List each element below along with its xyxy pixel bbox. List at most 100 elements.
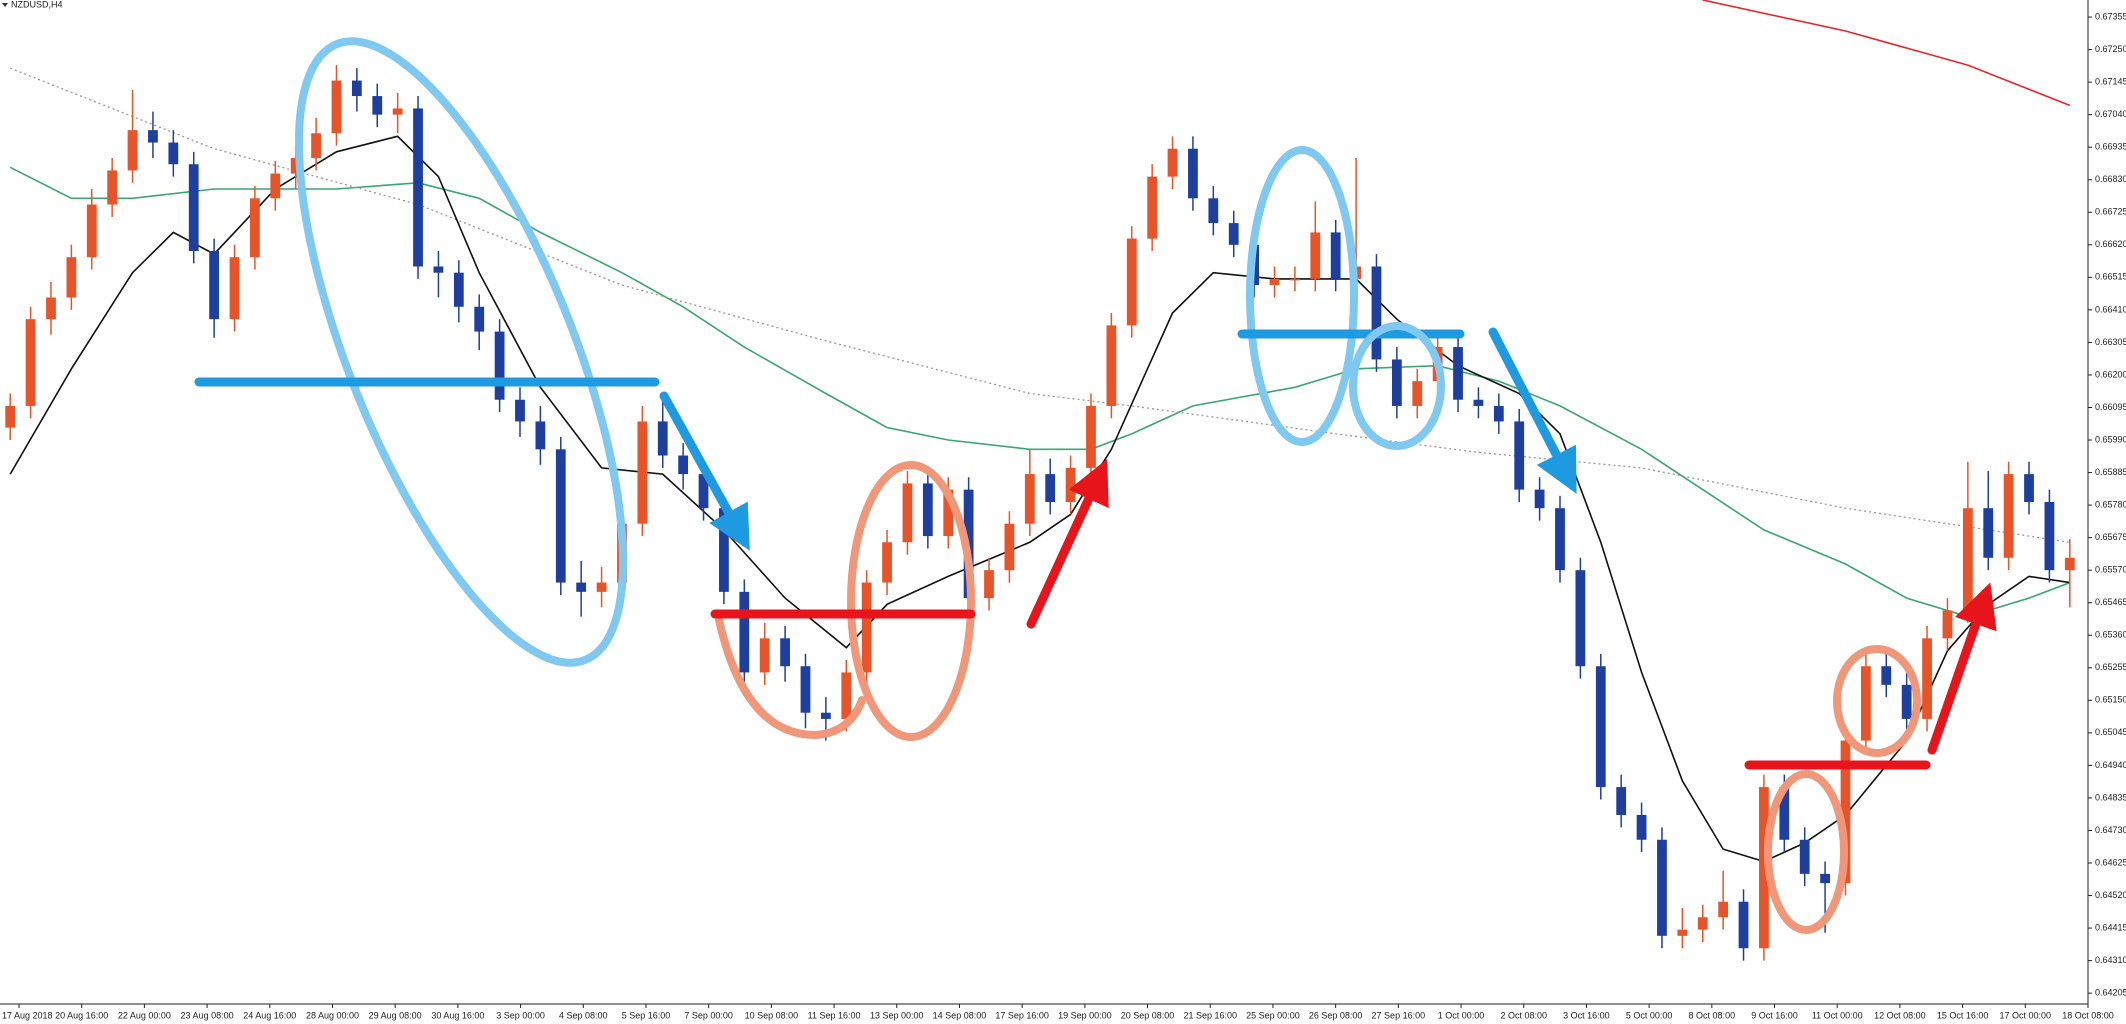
y-tick-label: 0.65675	[2095, 532, 2126, 542]
y-tick-label: 0.64310	[2095, 955, 2126, 965]
x-tick-label: 30 Aug 16:00	[431, 1010, 484, 1020]
candle-body	[311, 133, 321, 159]
x-tick-label: 17 Oct 00:00	[2000, 1010, 2052, 1020]
y-tick-label: 0.66095	[2095, 402, 2126, 412]
candle-body	[494, 331, 505, 400]
candle-body	[780, 638, 790, 667]
candle-body	[1677, 929, 1688, 936]
candle-body	[1024, 474, 1035, 524]
candle-body	[1555, 508, 1565, 571]
x-tick-label: 4 Sep 08:00	[559, 1010, 608, 1020]
pattern-ellipse	[1764, 770, 1848, 934]
candle-body	[596, 582, 607, 592]
candle-body	[2003, 474, 2014, 558]
candle-body	[1575, 570, 1586, 667]
x-tick-label: 18 Oct 08:00	[2062, 1010, 2114, 1020]
candle-body	[2024, 474, 2034, 502]
candle-body	[1086, 405, 1096, 468]
candle-body	[1269, 278, 1280, 286]
candle-body	[882, 542, 892, 583]
pattern-ellipse	[1349, 322, 1445, 450]
y-tick-label: 0.64940	[2095, 760, 2126, 770]
candle-body	[1065, 467, 1076, 502]
y-tick-label: 0.65045	[2095, 727, 2126, 737]
indicator-line	[9, 135, 2070, 863]
candle-body	[474, 306, 485, 332]
candle-body	[1759, 787, 1769, 949]
candle-body	[719, 508, 729, 592]
candle-body	[5, 405, 16, 428]
x-tick-label: 17 Sep 16:00	[995, 1010, 1049, 1020]
candle-body	[392, 108, 403, 115]
candle-body	[657, 421, 668, 456]
candle-body	[1820, 873, 1830, 884]
x-tick-label: 19 Sep 00:00	[1058, 1010, 1112, 1020]
y-tick-label: 0.65360	[2095, 630, 2126, 640]
x-tick-label: 29 Aug 08:00	[369, 1010, 422, 1020]
y-tick-label: 0.67145	[2095, 76, 2126, 86]
candle-body	[25, 319, 36, 406]
candle-body	[1697, 917, 1708, 930]
candle-body	[1534, 489, 1545, 509]
candle-body	[1799, 839, 1810, 874]
candle-body	[1983, 508, 1994, 558]
candle-body	[1330, 232, 1341, 279]
candle-body	[902, 483, 913, 543]
x-tick-label: 22 Aug 00:00	[118, 1010, 171, 1020]
candle-body	[250, 198, 260, 258]
candle-body	[229, 257, 240, 320]
candle-body	[1310, 232, 1321, 279]
y-tick-label: 0.65990	[2095, 434, 2126, 444]
candle-body	[1004, 523, 1015, 571]
y-tick-label: 0.64625	[2095, 857, 2126, 867]
x-tick-label: 13 Sep 00:00	[870, 1010, 924, 1020]
candle-body	[841, 672, 852, 719]
candle-body	[1942, 610, 1953, 639]
x-tick-label: 3 Sep 00:00	[496, 1010, 545, 1020]
annotations	[194, 37, 1997, 934]
candle-body	[576, 582, 587, 592]
candle-body	[148, 130, 158, 143]
candle-body	[1657, 839, 1667, 936]
candle-body	[1840, 740, 1851, 884]
candle-body	[413, 108, 423, 267]
y-tick-label: 0.66620	[2095, 239, 2126, 249]
candle-body	[331, 80, 342, 134]
x-tick-label: 24 Aug 16:00	[243, 1010, 296, 1020]
candle-body	[1208, 198, 1219, 224]
x-tick-label: 5 Sep 16:00	[622, 1010, 671, 1020]
y-tick-label: 0.64205	[2095, 988, 2126, 998]
y-tick-label: 0.66935	[2095, 142, 2126, 152]
x-tick-label: 7 Sep 00:00	[684, 1010, 733, 1020]
candle-body	[535, 421, 546, 450]
candle-body	[678, 455, 689, 475]
candle-body	[637, 421, 648, 524]
candle-body	[1493, 405, 1504, 422]
candle-body	[698, 474, 709, 509]
up-arrow	[1026, 458, 1109, 629]
candle-body	[943, 489, 954, 537]
x-tick-label: 3 Oct 16:00	[1563, 1010, 1610, 1020]
x-tick-label: 1 Oct 00:00	[1438, 1010, 1485, 1020]
up-arrow	[1927, 582, 1997, 755]
x-tick-label: 27 Sep 16:00	[1372, 1010, 1426, 1020]
pattern-ellipse	[1246, 146, 1358, 446]
candle-body	[1412, 381, 1423, 406]
x-tick-label: 9 Oct 16:00	[1751, 1010, 1798, 1020]
candle-body	[759, 638, 770, 673]
candle-body	[66, 257, 77, 298]
candle-body	[270, 173, 281, 199]
candle-body	[168, 142, 179, 165]
y-tick-label: 0.64835	[2095, 792, 2126, 802]
candle-body	[820, 712, 831, 719]
indicator-line	[1702, 0, 2071, 107]
candle-body	[1860, 666, 1871, 741]
candle-body	[1595, 666, 1606, 788]
y-tick-label: 0.65255	[2095, 662, 2126, 672]
candle-body	[1188, 148, 1198, 199]
chart-title: NZDUSD,H4	[11, 0, 63, 9]
candle-body	[1371, 266, 1382, 360]
candle-body	[515, 399, 525, 422]
